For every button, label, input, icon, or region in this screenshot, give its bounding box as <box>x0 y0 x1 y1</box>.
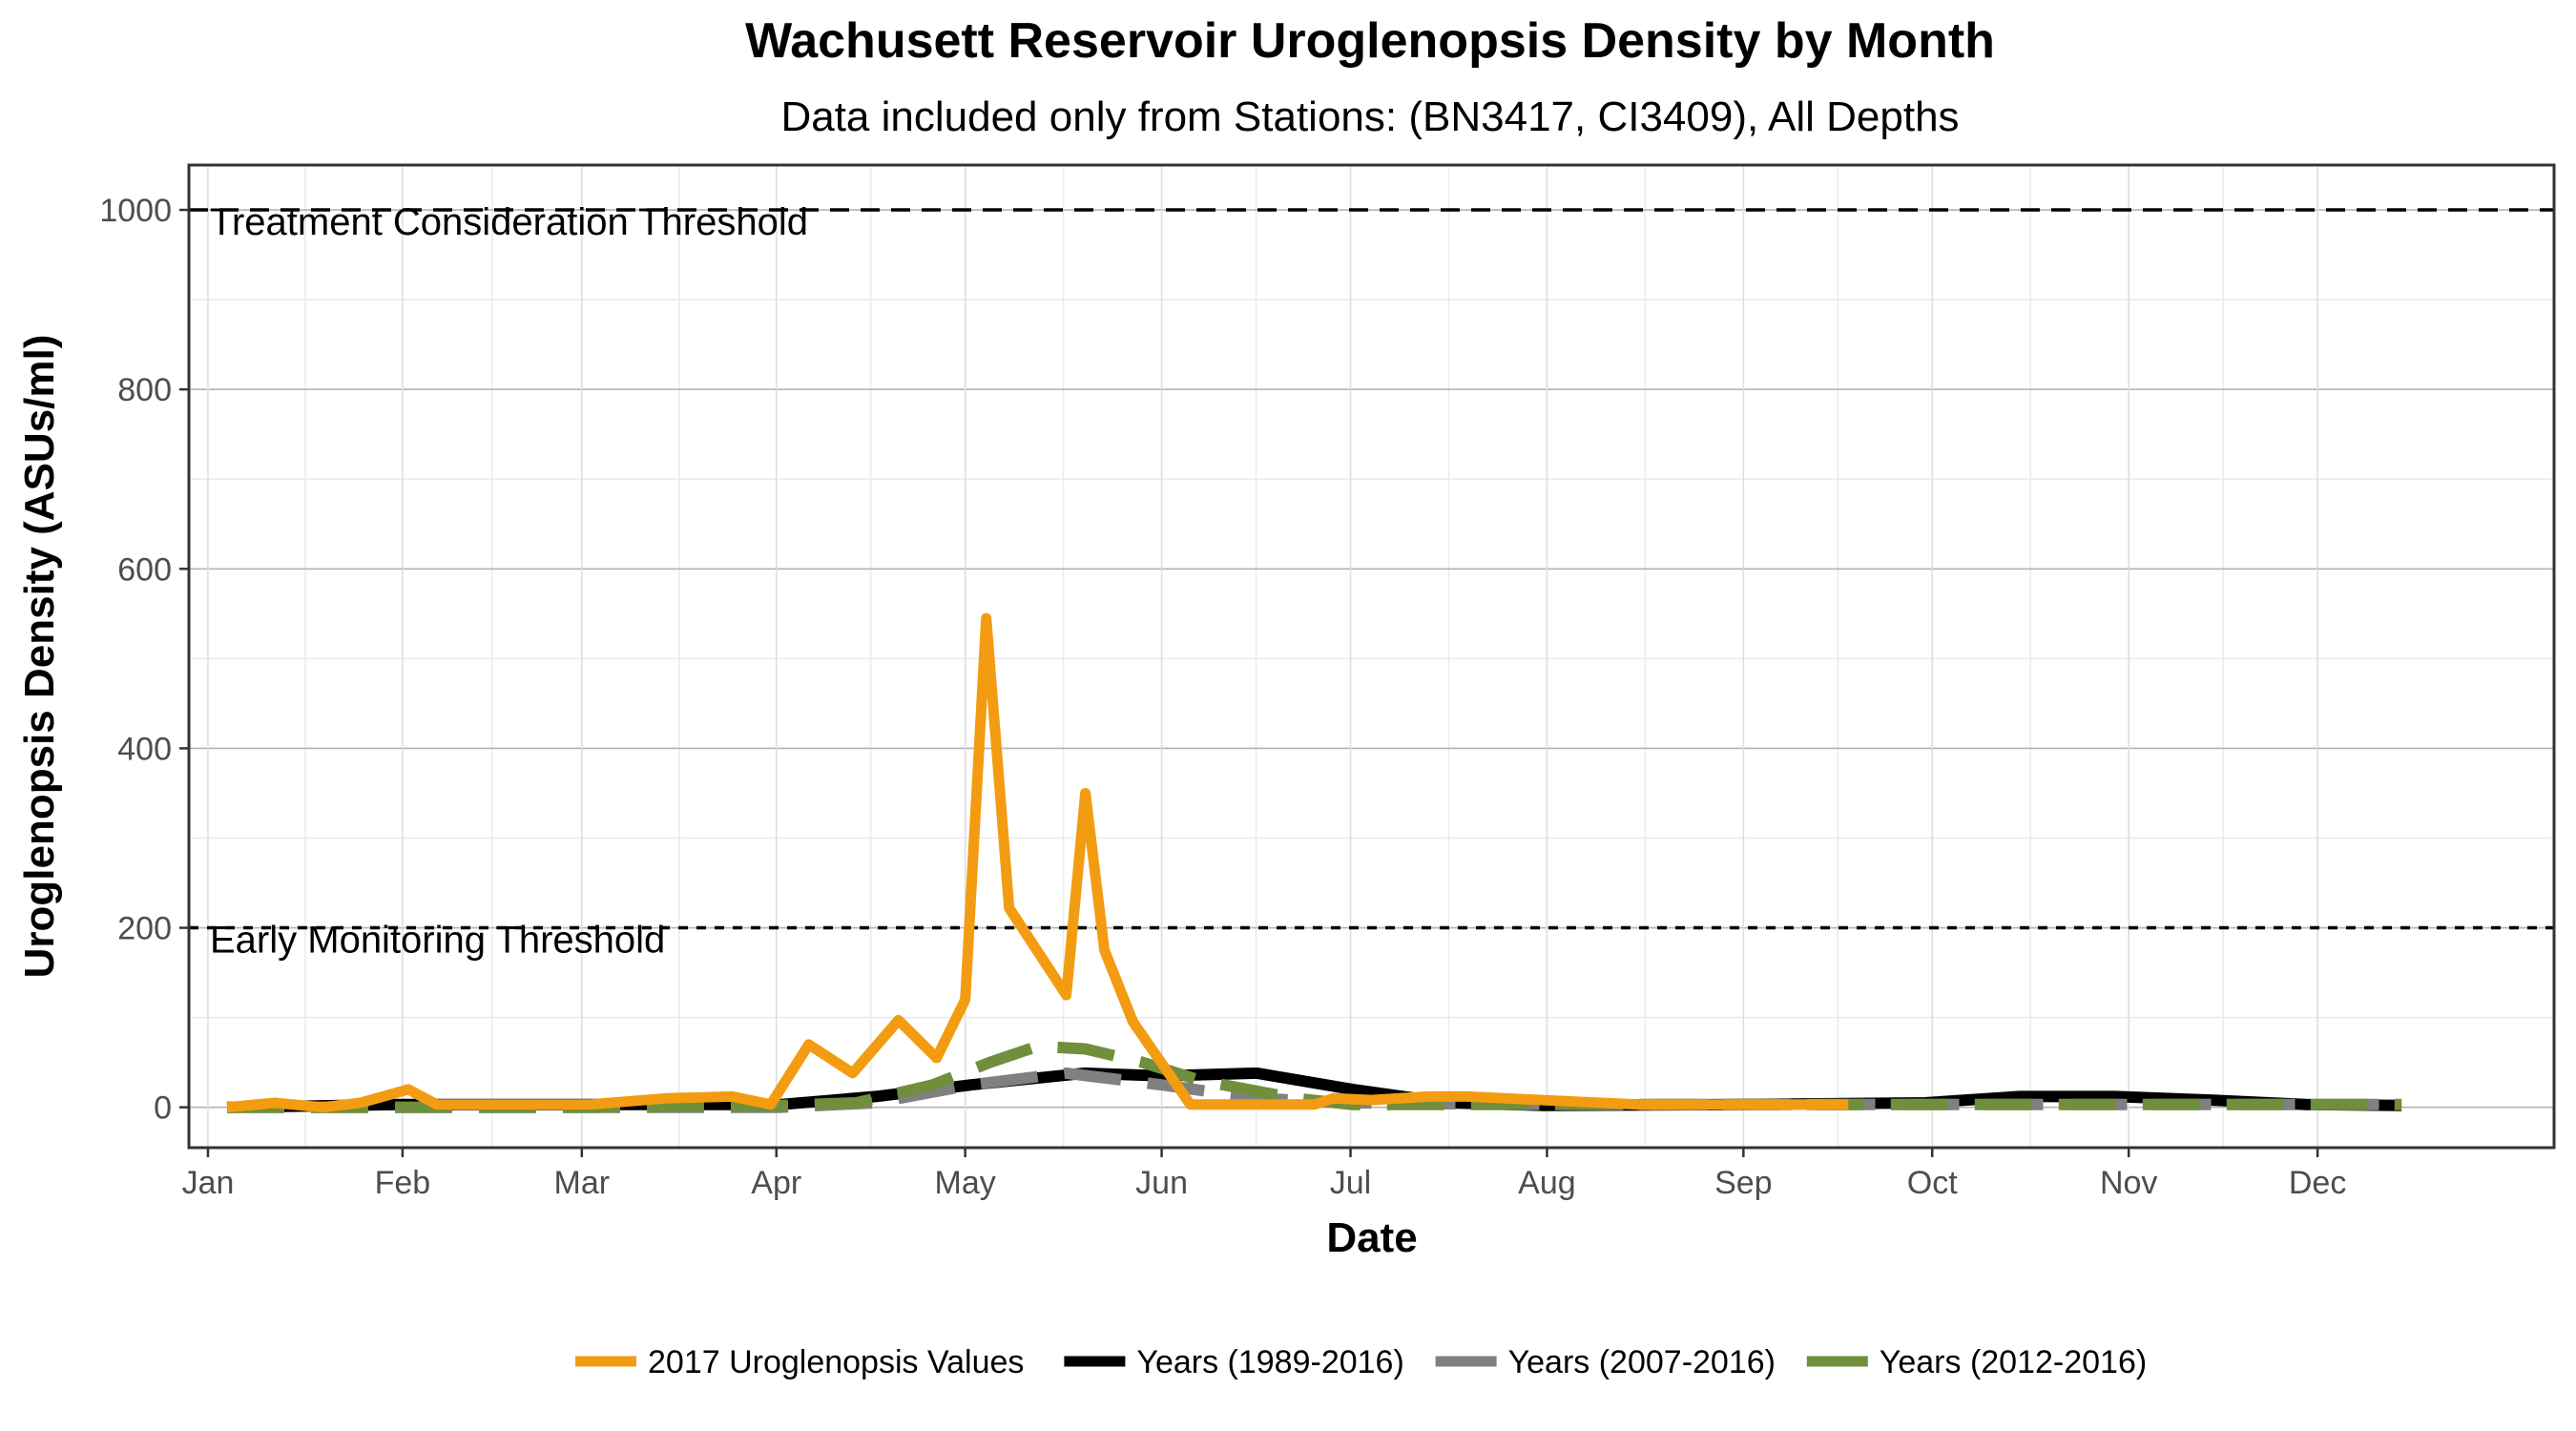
x-tick-label: Aug <box>1518 1165 1576 1201</box>
legend-label: Years (2012-2016) <box>1880 1344 2147 1380</box>
y-tick-label: 400 <box>117 731 172 767</box>
chart-title: Wachusett Reservoir Uroglenopsis Density… <box>745 13 1995 69</box>
x-tick-label: Jun <box>1135 1165 1188 1201</box>
y-tick-label: 600 <box>117 551 172 588</box>
x-tick-label: Oct <box>1907 1165 1958 1201</box>
x-axis-title: Date <box>1326 1214 1417 1261</box>
x-tick-label: Apr <box>751 1165 801 1201</box>
x-tick-label: Jan <box>182 1165 235 1201</box>
y-axis-title: Uroglenopsis Density (ASUs/ml) <box>16 335 63 979</box>
plot-panel-border <box>187 163 2556 1150</box>
x-tick-label: Nov <box>2100 1165 2157 1201</box>
x-axis-ticks: Jan Feb Mar Apr May Jun Jul Aug Sep Oct Nov Dec <box>182 1148 2346 1201</box>
series-lines <box>226 612 2402 1113</box>
y-tick-label: 200 <box>117 911 172 947</box>
legend-label: Years (1989-2016) <box>1136 1344 1403 1380</box>
series-line <box>227 1040 2402 1113</box>
series-line <box>226 612 1849 1113</box>
chart-subtitle: Data included only from Stations: (BN341… <box>780 93 1959 140</box>
x-tick-label: Sep <box>1714 1165 1773 1201</box>
threshold-lines: Treatment Consideration Threshold Early M… <box>189 201 2554 962</box>
y-tick-label: 1000 <box>99 193 172 229</box>
x-tick-label: Jul <box>1330 1165 1371 1201</box>
legend: 2017 Uroglenopsis Values Years (1989-2016… <box>575 1344 2147 1380</box>
x-tick-label: Dec <box>2289 1165 2346 1201</box>
y-tick-label: 800 <box>117 372 172 408</box>
x-tick-label: Mar <box>554 1165 611 1201</box>
grid <box>189 165 2554 1148</box>
legend-label: 2017 Uroglenopsis Values <box>648 1344 1024 1380</box>
threshold-label: Treatment Consideration Threshold <box>210 201 808 243</box>
legend-label: Years (2007-2016) <box>1508 1344 1776 1380</box>
x-tick-label: May <box>935 1165 996 1201</box>
y-axis-ticks: 0 200 400 600 800 1000 <box>99 193 189 1127</box>
y-tick-label: 0 <box>154 1090 172 1127</box>
threshold-label: Early Monitoring Threshold <box>210 920 665 962</box>
x-tick-label: Feb <box>375 1165 431 1201</box>
